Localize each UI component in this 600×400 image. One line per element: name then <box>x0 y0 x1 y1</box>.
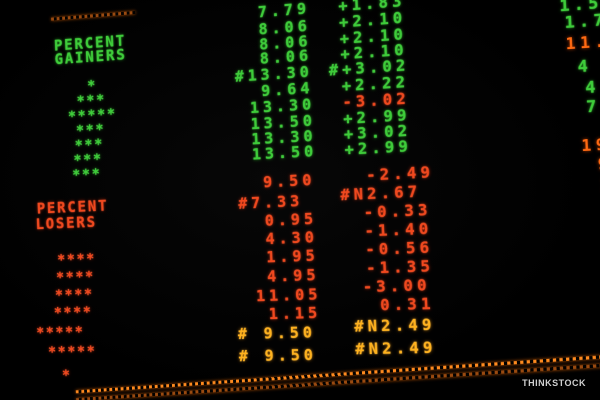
gainer-change: +2.99 <box>344 139 412 158</box>
right-column-value: 1.7 <box>564 12 600 31</box>
right-column-value: 4 <box>585 79 600 96</box>
loser-change: -3.00 <box>363 278 432 295</box>
losers-arrow-row: ***** <box>48 345 97 360</box>
loser-price: 11.05 <box>256 287 322 304</box>
loser-change: 0.31 <box>380 296 435 313</box>
top-divider-stripe <box>51 11 135 21</box>
loser-price: 1.95 <box>266 248 319 265</box>
led-ticker-board: PERCENT GAINERS * *** ***** *** *** *** … <box>5 0 600 400</box>
loser-change: -2.49 <box>366 165 435 184</box>
right-column-value: 11.8 <box>565 32 600 52</box>
loser-change: -1.40 <box>364 221 433 239</box>
losers-arrow-row: **** <box>54 306 93 321</box>
gainer-price: 13.50 <box>252 144 318 163</box>
losers-arrow-row: * <box>62 369 72 383</box>
losers-arrow-row: **** <box>56 270 95 285</box>
right-column-value: 19 <box>581 137 600 155</box>
losers-arrow-row: **** <box>57 252 96 267</box>
highlight-price: # 9.50 <box>238 325 317 342</box>
photo-credit: THINKSTOCK <box>522 378 586 388</box>
gainers-arrow-row: *** <box>72 167 102 182</box>
losers-label-line2: LOSERS <box>35 215 97 232</box>
highlight-change: #N2.49 <box>355 340 437 357</box>
highlight-price: # 9.50 <box>239 348 318 365</box>
loser-price: 4.95 <box>267 268 320 285</box>
right-column-value: 7 <box>586 99 600 116</box>
highlight-change: #N2.49 <box>354 317 436 334</box>
loser-change: -0.33 <box>363 203 432 221</box>
loser-price: 1.15 <box>269 306 322 323</box>
gainers-arrow-row: * <box>87 79 97 93</box>
loser-price: #7.33 <box>238 194 304 212</box>
loser-price: 9.50 <box>263 173 316 191</box>
losers-arrow-row: ***** <box>36 325 85 340</box>
right-column-value: 4 <box>577 58 592 75</box>
loser-price: 4.30 <box>265 230 318 247</box>
loser-price: 0.95 <box>265 212 318 229</box>
gainers-arrow-row: ***** <box>68 107 117 124</box>
loser-change: -1.35 <box>366 259 435 277</box>
losers-arrow-row: **** <box>55 288 94 303</box>
loser-change: -0.56 <box>365 240 434 258</box>
gainers-label-line2: GAINERS <box>54 47 127 67</box>
